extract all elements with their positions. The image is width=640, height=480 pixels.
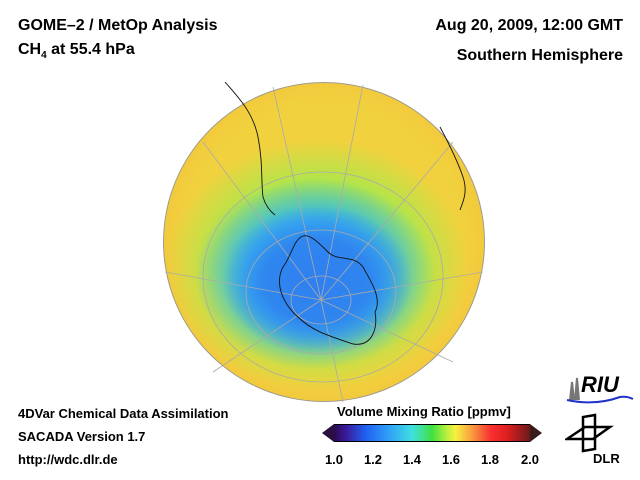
riu-logo-text: RIU bbox=[581, 372, 619, 397]
datetime-label: Aug 20, 2009, 12:00 GMT bbox=[435, 17, 623, 34]
colorbar-low-arrow bbox=[322, 424, 334, 442]
colorbar-tick: 1.8 bbox=[480, 452, 500, 467]
colorbar-tick: 1.4 bbox=[402, 452, 422, 467]
species-level: at 55.4 hPa bbox=[46, 41, 135, 58]
dlr-logo: DLR bbox=[562, 413, 625, 469]
colorbar bbox=[334, 424, 530, 442]
riu-logo: RIU bbox=[565, 372, 635, 404]
graticule bbox=[164, 84, 484, 402]
species-subscript: 4 bbox=[41, 50, 47, 62]
globe-map bbox=[163, 82, 485, 402]
footer-line-2: SACADA Version 1.7 bbox=[18, 429, 146, 444]
colorbar-title: Volume Mixing Ratio [ppmv] bbox=[337, 404, 511, 419]
colorbar-tick: 1.2 bbox=[363, 452, 383, 467]
dlr-logo-text: DLR bbox=[593, 451, 620, 466]
colorbar-tick: 1.6 bbox=[441, 452, 461, 467]
graticule-and-coastlines bbox=[164, 82, 484, 402]
species-name: CH bbox=[18, 41, 42, 58]
colorbar-tick: 2.0 bbox=[520, 452, 540, 467]
colorbar-tick: 1.0 bbox=[324, 452, 344, 467]
coastlines bbox=[224, 82, 466, 345]
region-label: Southern Hemisphere bbox=[456, 47, 623, 64]
species-label: CH4 at 55.4 hPa bbox=[18, 41, 135, 61]
riu-logo-icon bbox=[566, 377, 634, 404]
footer-url[interactable]: http://wdc.dlr.de bbox=[18, 452, 118, 467]
dlr-logo-icon bbox=[562, 413, 614, 453]
colorbar-high-arrow bbox=[530, 424, 542, 442]
footer-line-1: 4DVar Chemical Data Assimilation bbox=[18, 406, 229, 421]
analysis-title: GOME–2 / MetOp Analysis bbox=[18, 17, 218, 34]
